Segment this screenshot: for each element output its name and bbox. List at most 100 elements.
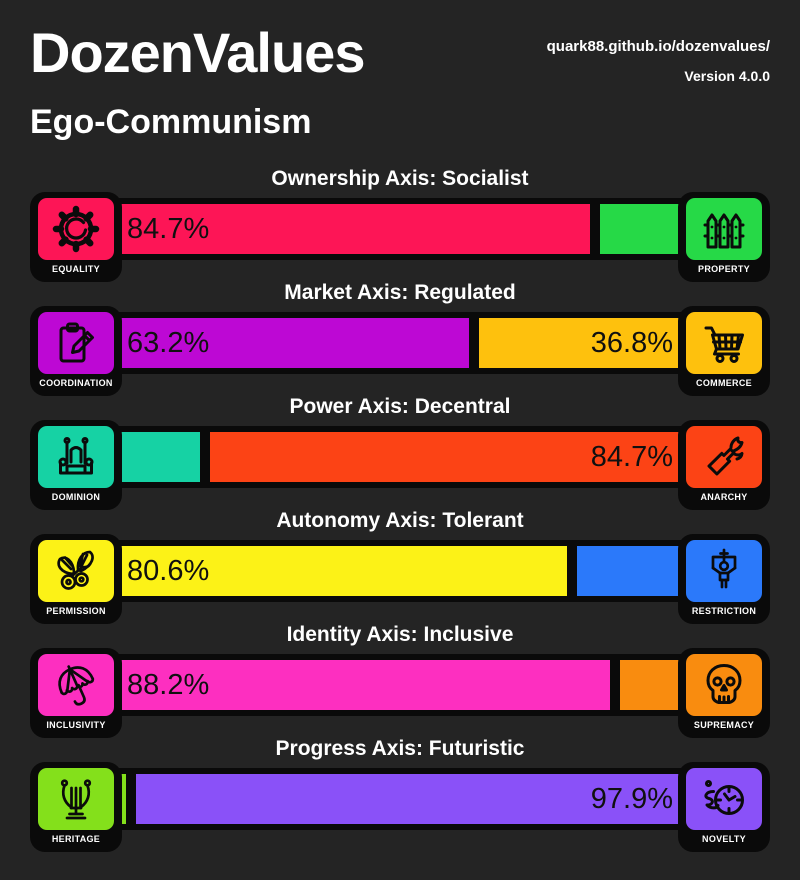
right-percentage: 36.8% bbox=[590, 326, 673, 359]
left-pole-icon-slot bbox=[50, 433, 102, 481]
axis-title: Market Axis: Regulated bbox=[284, 281, 516, 304]
right-pole-icon-slot bbox=[698, 547, 750, 595]
left-segment bbox=[114, 432, 200, 482]
umbrella-icon bbox=[50, 661, 102, 709]
shopping-cart-icon bbox=[698, 319, 750, 367]
right-pole-tile bbox=[686, 426, 762, 488]
axis-bar-row: EQUALITY 84.7% PROPERTY bbox=[30, 192, 770, 282]
left-pole-icon-slot bbox=[50, 661, 102, 709]
axis-row: Power Axis: Decentral DOMINION 84.7% bbox=[30, 396, 770, 510]
right-pole: RESTRICTION bbox=[678, 534, 770, 624]
rushing-clock-icon bbox=[698, 775, 750, 823]
right-pole-label: SUPREMACY bbox=[693, 720, 755, 730]
right-segment: 97.9% bbox=[135, 774, 686, 824]
axis-bar-row: PERMISSION 80.6% RESTRICTION bbox=[30, 534, 770, 624]
right-percentage: 84.7% bbox=[590, 440, 673, 473]
skull-icon bbox=[698, 661, 750, 709]
right-pole-icon-slot bbox=[698, 205, 750, 253]
version-label: Version 4.0.0 bbox=[684, 68, 770, 84]
left-segment: 80.6% bbox=[114, 546, 567, 596]
left-pole-tile bbox=[38, 198, 114, 260]
site-url: quark88.github.io/dozenvalues/ bbox=[546, 38, 770, 55]
right-pole-label: ANARCHY bbox=[700, 492, 748, 502]
axis-title: Identity Axis: Inclusive bbox=[286, 623, 514, 646]
axis-bar-row: DOMINION 84.7% ANARCHY bbox=[30, 420, 770, 510]
right-pole-label: NOVELTY bbox=[702, 834, 746, 844]
result-name: Ego-Communism bbox=[30, 103, 312, 141]
left-percentage: 88.2% bbox=[127, 668, 210, 701]
axis-row: Autonomy Axis: Tolerant PERMISSION 80.6% bbox=[30, 510, 770, 624]
axis-row: Identity Axis: Inclusive INCLUSIVITY 88.… bbox=[30, 624, 770, 738]
axis-bar-row: HERITAGE 97.9% NOVELTY bbox=[30, 762, 770, 852]
left-pole-icon-slot bbox=[50, 319, 102, 367]
left-pole: DOMINION bbox=[30, 420, 122, 510]
left-pole-label: EQUALITY bbox=[52, 264, 100, 274]
axis-row: Progress Axis: Futuristic HERITAGE 97.9% bbox=[30, 738, 770, 852]
right-segment: 36.8% bbox=[479, 318, 686, 368]
lyre-icon bbox=[50, 775, 102, 823]
fence-icon bbox=[698, 205, 750, 253]
left-segment: 84.7% bbox=[114, 204, 591, 254]
axis-title: Autonomy Axis: Tolerant bbox=[276, 509, 524, 532]
axes-list: Ownership Axis: Socialist EQUALITY 84.7% bbox=[30, 168, 770, 852]
throne-icon bbox=[50, 433, 102, 481]
right-pole-tile bbox=[686, 312, 762, 374]
right-pole-icon-slot bbox=[698, 319, 750, 367]
right-pole: NOVELTY bbox=[678, 762, 770, 852]
left-pole-label: COORDINATION bbox=[39, 378, 113, 388]
axis-bar: 84.7% bbox=[110, 426, 690, 488]
axis-bar: 84.7% bbox=[110, 198, 690, 260]
axis-bar: 97.9% bbox=[110, 768, 690, 830]
left-pole-tile bbox=[38, 312, 114, 374]
left-segment: 63.2% bbox=[114, 318, 470, 368]
molotov-icon bbox=[698, 433, 750, 481]
page-header: DozenValues quark88.github.io/dozenvalue… bbox=[30, 16, 770, 85]
axis-row: Market Axis: Regulated COORDINATION 63.2… bbox=[30, 282, 770, 396]
axis-bar-row: COORDINATION 63.2% 36.8% COMMERCE bbox=[30, 306, 770, 396]
results-page: DozenValues quark88.github.io/dozenvalue… bbox=[30, 16, 770, 852]
left-pole-tile bbox=[38, 768, 114, 830]
header-meta: quark88.github.io/dozenvalues/ Version 4… bbox=[547, 16, 770, 84]
left-pole-label: PERMISSION bbox=[46, 606, 106, 616]
axis-bar: 80.6% bbox=[110, 540, 690, 602]
left-pole-label: DOMINION bbox=[51, 492, 101, 502]
left-segment: 88.2% bbox=[114, 660, 610, 710]
right-pole: SUPREMACY bbox=[678, 648, 770, 738]
axis-bar: 88.2% bbox=[110, 654, 690, 716]
right-segment bbox=[600, 204, 686, 254]
left-pole: EQUALITY bbox=[30, 192, 122, 282]
axis-bar: 63.2% 36.8% bbox=[110, 312, 690, 374]
right-segment: 84.7% bbox=[209, 432, 686, 482]
left-pole-label: HERITAGE bbox=[51, 834, 101, 844]
butterfly-icon bbox=[50, 547, 102, 595]
right-segment bbox=[576, 546, 686, 596]
left-pole: INCLUSIVITY bbox=[30, 648, 122, 738]
right-segment bbox=[619, 660, 686, 710]
left-percentage: 84.7% bbox=[127, 212, 210, 245]
left-pole: HERITAGE bbox=[30, 762, 122, 852]
app-title: DozenValues bbox=[30, 21, 365, 84]
axis-bar-row: INCLUSIVITY 88.2% SUPREMACY bbox=[30, 648, 770, 738]
left-pole: PERMISSION bbox=[30, 534, 122, 624]
right-pole-tile bbox=[686, 540, 762, 602]
left-pole-label: INCLUSIVITY bbox=[46, 720, 106, 730]
right-pole: ANARCHY bbox=[678, 420, 770, 510]
right-pole-label: RESTRICTION bbox=[691, 606, 757, 616]
left-percentage: 80.6% bbox=[127, 554, 210, 587]
right-pole-tile bbox=[686, 198, 762, 260]
left-pole-icon-slot bbox=[50, 547, 102, 595]
clipboard-pencil-icon bbox=[50, 319, 102, 367]
right-pole-tile bbox=[686, 654, 762, 716]
left-pole-icon-slot bbox=[50, 775, 102, 823]
right-pole-label: COMMERCE bbox=[696, 378, 752, 388]
right-pole-icon-slot bbox=[698, 433, 750, 481]
right-percentage: 97.9% bbox=[590, 782, 673, 815]
right-pole: PROPERTY bbox=[678, 192, 770, 282]
right-pole-icon-slot bbox=[698, 661, 750, 709]
axis-title: Ownership Axis: Socialist bbox=[271, 167, 529, 190]
left-pole: COORDINATION bbox=[30, 306, 122, 396]
gear-icon bbox=[50, 205, 102, 253]
right-pole-label: PROPERTY bbox=[698, 264, 750, 274]
left-percentage: 63.2% bbox=[127, 326, 210, 359]
right-pole-icon-slot bbox=[698, 775, 750, 823]
